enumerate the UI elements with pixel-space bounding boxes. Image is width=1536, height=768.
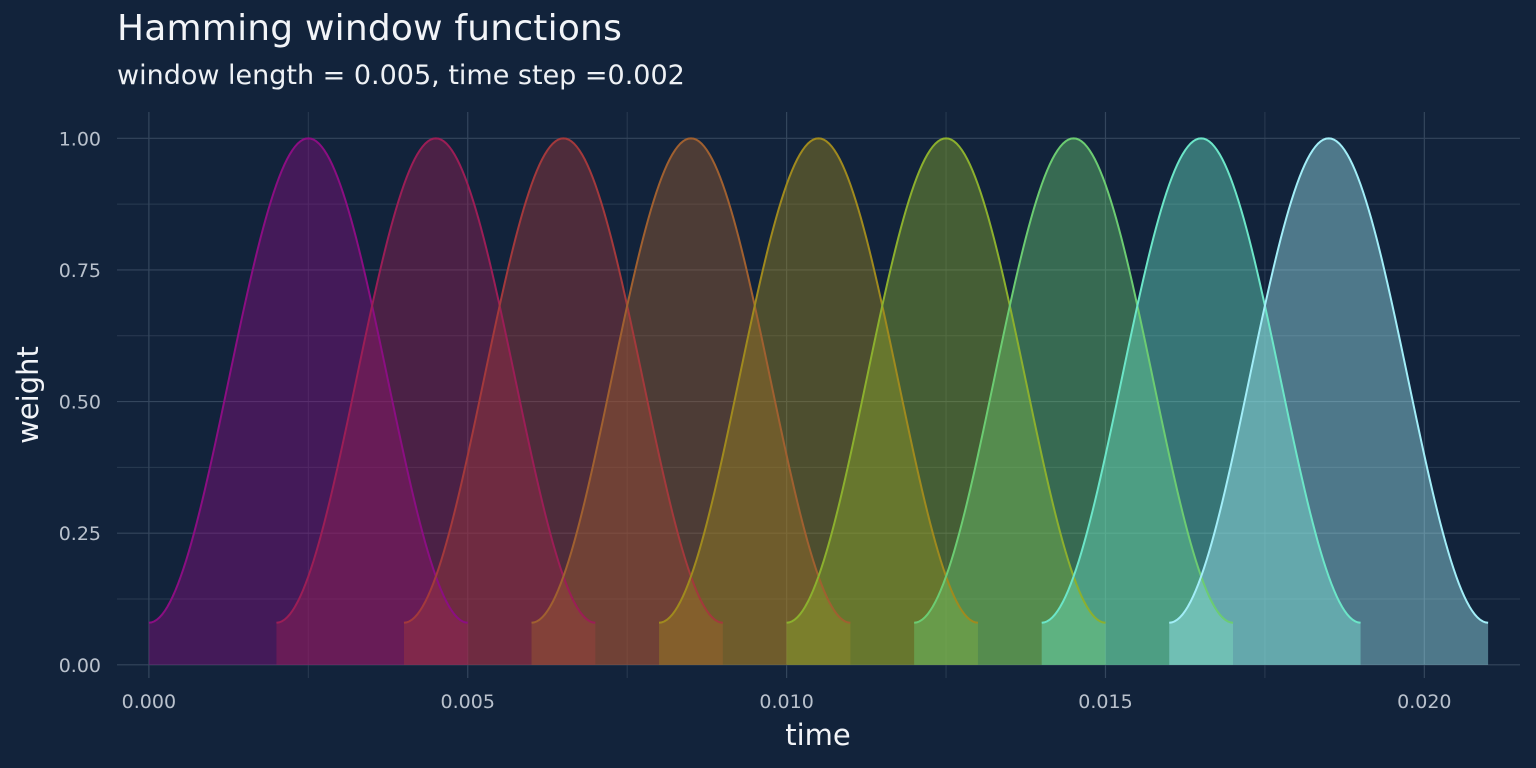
y-tick-label: 0.75 xyxy=(59,260,101,282)
x-tick-label: 0.020 xyxy=(1397,691,1451,713)
x-tick-label: 0.000 xyxy=(122,691,176,713)
window-line-9 xyxy=(1169,137,1489,624)
y-tick-label: 0.50 xyxy=(59,392,101,414)
window-line-3 xyxy=(403,137,723,624)
y-tick-label: 1.00 xyxy=(59,128,101,150)
window-area-5 xyxy=(659,138,978,665)
window-area-8 xyxy=(1041,138,1361,665)
window-line-2 xyxy=(276,137,596,624)
window-line-4 xyxy=(531,137,851,624)
window-area-9 xyxy=(1169,138,1489,665)
y-axis-label: weight xyxy=(11,346,45,444)
y-tick-label: 0.25 xyxy=(59,523,101,545)
window-area-6 xyxy=(786,138,1106,665)
window-area-2 xyxy=(276,138,596,665)
y-tick-label: 0.00 xyxy=(59,655,101,677)
window-lines xyxy=(148,137,1489,624)
x-axis-ticks: 0.000 0.005 0.010 0.015 0.020 xyxy=(122,691,1452,713)
window-area-7 xyxy=(914,138,1234,665)
window-line-6 xyxy=(786,137,1106,624)
x-tick-label: 0.010 xyxy=(759,691,813,713)
chart-title: Hamming window functions xyxy=(117,8,623,49)
window-areas xyxy=(148,138,1489,665)
window-line-5 xyxy=(658,137,979,624)
window-area-3 xyxy=(403,138,723,665)
window-area-1 xyxy=(148,138,468,665)
x-tick-label: 0.015 xyxy=(1078,691,1132,713)
x-axis-label: time xyxy=(785,718,851,752)
x-tick-label: 0.005 xyxy=(441,691,495,713)
window-line-8 xyxy=(1041,137,1361,624)
chart-subtitle: window length = 0.005, time step =0.002 xyxy=(117,60,685,91)
window-area-4 xyxy=(531,138,851,665)
y-axis-ticks: 0.00 0.25 0.50 0.75 1.00 xyxy=(59,128,101,677)
grid-minor xyxy=(117,112,1520,678)
window-line-7 xyxy=(914,137,1234,624)
window-line-1 xyxy=(148,137,468,624)
